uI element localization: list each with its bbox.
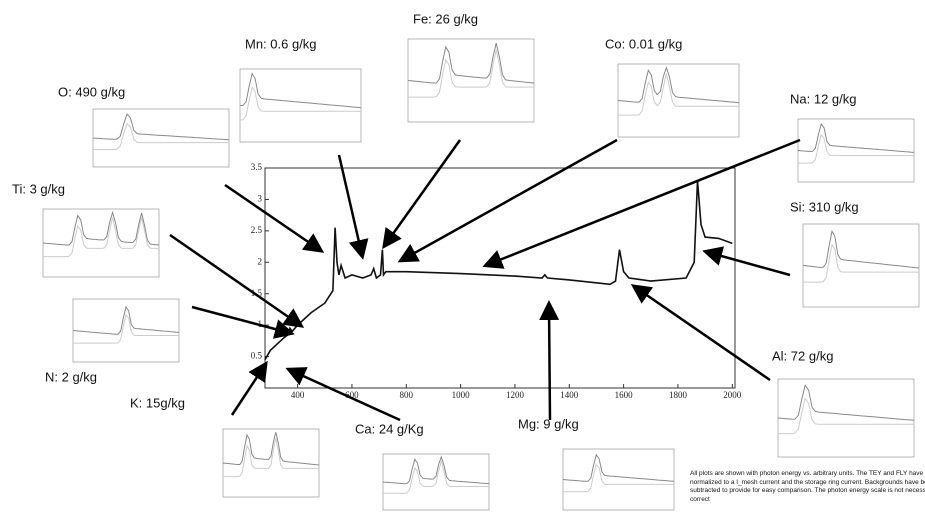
inset-curve — [408, 49, 534, 98]
inset-curve — [798, 133, 914, 164]
x-tick-label: 1800 — [669, 390, 688, 400]
arrow — [382, 139, 462, 250]
y-tick-label: 3.5 — [251, 162, 263, 172]
inset-curve — [797, 122, 915, 153]
inset-curve — [223, 437, 319, 478]
arrow — [224, 183, 325, 253]
x-tick-label: 2000 — [723, 390, 742, 400]
y-tick-label: 1.5 — [251, 288, 263, 298]
x-tick-label: 1400 — [560, 390, 579, 400]
arrow — [630, 284, 771, 382]
arrow — [230, 360, 268, 416]
inset-curve — [222, 432, 320, 466]
inset-curve — [617, 66, 740, 104]
x-tick-label: 400 — [291, 390, 305, 400]
annotation-label: Mg: 9 g/kg — [518, 416, 579, 431]
inset-curve — [777, 383, 915, 421]
inset-curve — [563, 463, 674, 493]
y-tick-label: 3 — [258, 193, 263, 203]
x-tick-label: 600 — [345, 390, 359, 400]
arrow — [285, 367, 401, 422]
inset-curve — [93, 122, 229, 151]
arrow — [482, 138, 801, 269]
inset-curve — [618, 73, 739, 116]
annotation-label: K: 15g/kg — [130, 395, 185, 410]
inset-curve — [382, 455, 490, 485]
inset-curve — [802, 229, 920, 269]
annotation-label: Co: 0.01 g/kg — [605, 36, 682, 51]
annotation-label: Ca: 24 g/Kg — [355, 421, 424, 436]
inset-frame — [777, 378, 915, 458]
inset-curve — [42, 210, 160, 246]
annotation-label: Fe: 26 g/kg — [413, 11, 478, 26]
x-tick-label: 800 — [400, 390, 414, 400]
annotation-label: Na: 12 g/kg — [790, 91, 857, 106]
annotation-label: O: 490 g/kg — [58, 84, 125, 99]
plot-frame — [264, 167, 736, 389]
x-tick-label: 1600 — [615, 390, 634, 400]
inset-curve — [778, 397, 914, 435]
inset-curve — [72, 305, 180, 335]
arrow — [702, 246, 791, 277]
inset-curve — [407, 42, 535, 84]
y-tick-label: 0.5 — [251, 351, 263, 361]
inset-frame — [802, 223, 920, 308]
annotation-label: Si: 310 g/kg — [790, 199, 859, 214]
inset-curve — [562, 453, 675, 482]
arrow — [539, 300, 560, 421]
annotation-label: Al: 72 g/kg — [772, 348, 833, 363]
spectrum-line — [264, 180, 733, 361]
arrow — [169, 233, 305, 328]
inset-curve — [239, 72, 362, 109]
annotation-label: N: 2 g/kg — [45, 369, 97, 384]
y-tick-label: 2.5 — [251, 225, 263, 235]
inset-curve — [73, 313, 179, 344]
x-tick-label: 1200 — [506, 390, 525, 400]
inset-curve — [43, 217, 159, 258]
inset-frame — [407, 38, 535, 123]
inset-curve — [92, 113, 230, 141]
arrow — [337, 154, 369, 260]
note: All plots are shown with photon energy v… — [690, 470, 925, 503]
inset-curve — [239, 86, 361, 121]
inset-curve — [803, 243, 919, 283]
annotation-label: Ti: 3 g/kg — [12, 181, 65, 196]
arrow — [191, 305, 295, 339]
annotation-label: Mn: 0.6 g/kg — [245, 36, 317, 51]
x-tick-label: 1000 — [452, 390, 471, 400]
arrow — [397, 138, 618, 263]
inset-curve — [383, 459, 489, 494]
y-tick-label: 2 — [258, 256, 263, 266]
